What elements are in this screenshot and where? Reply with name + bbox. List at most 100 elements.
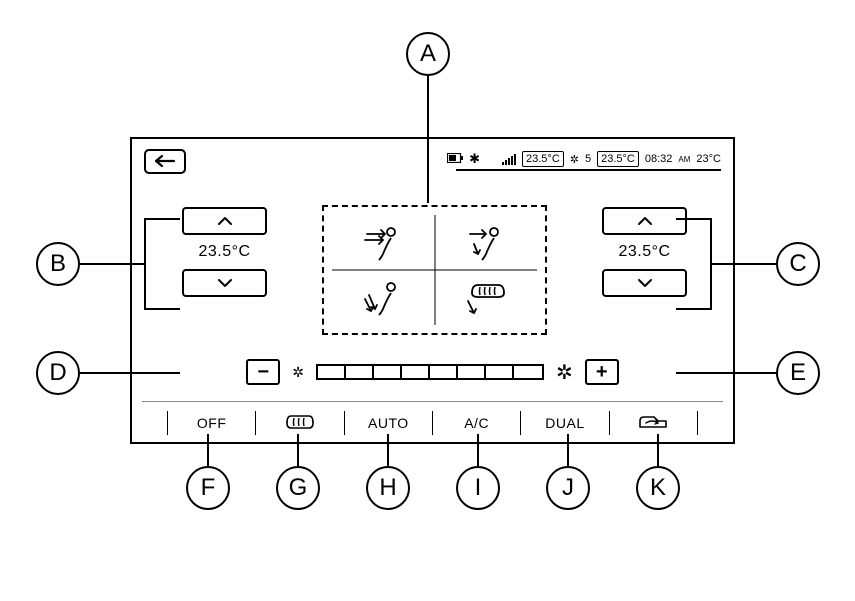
- callout-g: G: [276, 466, 320, 510]
- fan-decrease-button[interactable]: −: [246, 359, 280, 385]
- minus-icon: −: [257, 362, 269, 382]
- back-button[interactable]: [144, 149, 186, 174]
- callout-c-label: C: [789, 250, 806, 278]
- callout-f-label: F: [201, 474, 216, 502]
- leader-c: [710, 263, 776, 265]
- leader-i: [477, 434, 479, 466]
- callout-c: C: [776, 242, 820, 286]
- separator-line: [142, 401, 723, 402]
- off-button[interactable]: OFF: [167, 411, 255, 435]
- chevron-up-icon: [217, 213, 233, 229]
- battery-icon: [447, 153, 463, 166]
- leader-b-brace: [144, 218, 146, 310]
- auto-button[interactable]: AUTO: [344, 411, 432, 435]
- status-bar: ✱ 23.5°C ✲ 5 23.5°C 08:32 AM 23°C: [447, 151, 721, 167]
- air-face-feet-icon: [464, 224, 508, 262]
- leader-a: [427, 76, 429, 203]
- leader-f: [207, 434, 209, 466]
- status-fan-level: 5: [585, 153, 591, 165]
- air-distribution-panel: [322, 205, 547, 335]
- leader-b-top-tick: [144, 218, 180, 220]
- fan-seg: [430, 366, 458, 378]
- left-temp-spinner: 23.5°C: [182, 207, 267, 297]
- chevron-down-icon: [637, 275, 653, 291]
- dual-button[interactable]: DUAL: [520, 411, 608, 435]
- auto-label: AUTO: [368, 415, 409, 431]
- fan-small-icon: ✲: [292, 364, 304, 381]
- callout-j: J: [546, 466, 590, 510]
- air-mode-face-feet[interactable]: [435, 215, 538, 270]
- fan-seg: [402, 366, 430, 378]
- fan-seg: [374, 366, 402, 378]
- bottom-button-row: OFF AUTO A/C DUAL: [167, 411, 698, 435]
- callout-b-label: B: [50, 250, 66, 278]
- recirculation-button[interactable]: [609, 411, 698, 435]
- leader-k: [657, 434, 659, 466]
- ac-button[interactable]: A/C: [432, 411, 520, 435]
- fan-increase-button[interactable]: +: [585, 359, 619, 385]
- recirculation-icon: [636, 413, 670, 434]
- callout-k: K: [636, 466, 680, 510]
- fan-seg: [486, 366, 514, 378]
- front-defrost-button[interactable]: [255, 411, 343, 435]
- fan-seg: [458, 366, 486, 378]
- status-outside-temp: 23°C: [696, 153, 721, 165]
- plus-icon: +: [596, 362, 608, 382]
- status-right-temp: 23.5°C: [597, 151, 639, 167]
- callout-d: D: [36, 351, 80, 395]
- bluetooth-icon: ✱: [469, 151, 480, 167]
- status-left-temp: 23.5°C: [522, 151, 564, 167]
- chevron-up-icon: [637, 213, 653, 229]
- front-defrost-icon: [285, 413, 315, 434]
- fan-seg: [514, 366, 542, 378]
- air-mode-face[interactable]: [332, 215, 435, 270]
- right-temp-down-button[interactable]: [602, 269, 687, 297]
- callout-h: H: [366, 466, 410, 510]
- fan-speed-bar: [316, 364, 544, 380]
- callout-e: E: [776, 351, 820, 395]
- right-temp-display: 23.5°C: [602, 243, 687, 261]
- callout-k-label: K: [650, 474, 666, 502]
- air-feet-icon: [361, 279, 405, 317]
- leader-b: [80, 263, 146, 265]
- callout-j-label: J: [562, 474, 574, 502]
- arrow-left-icon: [154, 153, 176, 171]
- callout-b: B: [36, 242, 80, 286]
- air-defrost-feet-icon: [462, 279, 510, 317]
- callout-g-label: G: [289, 474, 308, 502]
- status-time: 08:32: [645, 153, 673, 165]
- fan-seg: [346, 366, 374, 378]
- leader-d: [80, 372, 180, 374]
- air-face-icon: [361, 224, 405, 262]
- leader-g: [297, 434, 299, 466]
- leader-c-top-tick: [676, 218, 712, 220]
- fan-seg: [318, 366, 346, 378]
- callout-i-label: I: [475, 474, 482, 502]
- callout-a: A: [406, 32, 450, 76]
- right-temp-up-button[interactable]: [602, 207, 687, 235]
- leader-b-bot-tick: [144, 308, 180, 310]
- fan-large-icon: ✲: [556, 360, 573, 385]
- fan-speed-row: − ✲ ✲ +: [182, 357, 683, 387]
- ac-label: A/C: [464, 415, 489, 431]
- callout-d-label: D: [49, 359, 66, 387]
- callout-e-label: E: [790, 359, 806, 387]
- air-mode-defrost-feet[interactable]: [435, 270, 538, 325]
- signal-icon: [502, 153, 516, 165]
- leader-e: [676, 372, 776, 374]
- air-mode-feet[interactable]: [332, 270, 435, 325]
- fan-icon: ✲: [570, 153, 579, 166]
- left-temp-down-button[interactable]: [182, 269, 267, 297]
- climate-panel: ✱ 23.5°C ✲ 5 23.5°C 08:32 AM 23°C 23.5°C: [130, 137, 735, 444]
- leader-h: [387, 434, 389, 466]
- status-time-suffix: AM: [678, 155, 690, 164]
- leader-c-brace: [710, 218, 712, 310]
- left-temp-display: 23.5°C: [182, 243, 267, 261]
- right-temp-spinner: 23.5°C: [602, 207, 687, 297]
- callout-f: F: [186, 466, 230, 510]
- callout-h-label: H: [379, 474, 396, 502]
- left-temp-up-button[interactable]: [182, 207, 267, 235]
- callout-a-label: A: [420, 40, 436, 68]
- callout-i: I: [456, 466, 500, 510]
- off-label: OFF: [197, 415, 227, 431]
